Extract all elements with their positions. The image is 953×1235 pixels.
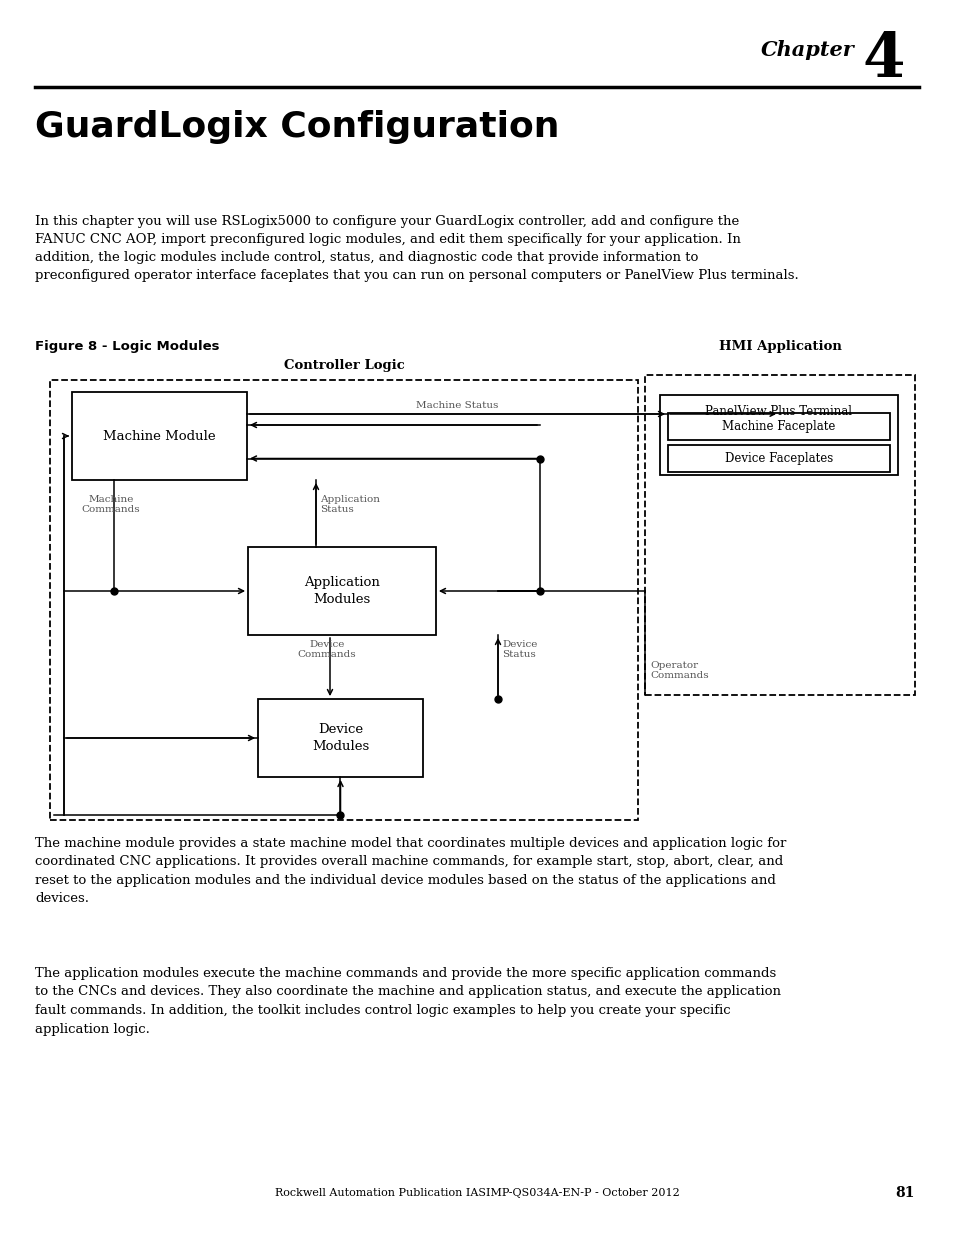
Text: Machine
Commands: Machine Commands	[82, 495, 140, 515]
Text: 81: 81	[895, 1186, 914, 1200]
Bar	[644, 375, 914, 695]
Text: Application
Status: Application Status	[319, 495, 379, 515]
Text: Rockwell Automation Publication IASIMP-QS034A-EN-P - October 2012: Rockwell Automation Publication IASIMP-Q…	[274, 1188, 679, 1198]
Bar	[50, 380, 638, 820]
Text: The application modules execute the machine commands and provide the more specif: The application modules execute the mach…	[35, 967, 781, 1035]
Text: Device
Modules: Device Modules	[312, 722, 369, 753]
Bar	[71, 391, 247, 480]
Bar	[257, 699, 422, 777]
Text: Machine Module: Machine Module	[103, 430, 215, 442]
Text: The machine module provides a state machine model that coordinates multiple devi: The machine module provides a state mach…	[35, 837, 785, 905]
Bar	[659, 395, 897, 475]
Text: Machine Status: Machine Status	[416, 401, 498, 410]
Text: 4: 4	[862, 30, 904, 90]
Text: Controller Logic: Controller Logic	[283, 359, 404, 372]
Text: Device
Commands: Device Commands	[297, 640, 355, 659]
Text: In this chapter you will use RSLogix5000 to configure your GuardLogix controller: In this chapter you will use RSLogix5000…	[35, 215, 798, 282]
Text: HMI Application: HMI Application	[718, 340, 841, 353]
Text: Device
Status: Device Status	[501, 640, 537, 659]
Bar	[667, 445, 889, 472]
Bar	[248, 547, 436, 635]
Text: Device Faceplates: Device Faceplates	[724, 452, 832, 466]
Text: PanelView Plus Terminal: PanelView Plus Terminal	[705, 405, 852, 417]
Text: Application
Modules: Application Modules	[304, 576, 379, 606]
Text: GuardLogix Configuration: GuardLogix Configuration	[35, 110, 558, 144]
Bar	[667, 412, 889, 440]
Text: Machine Faceplate: Machine Faceplate	[721, 420, 835, 433]
Text: Figure 8 - Logic Modules: Figure 8 - Logic Modules	[35, 340, 219, 353]
Text: Chapter: Chapter	[760, 40, 854, 61]
Text: Operator
Commands: Operator Commands	[649, 661, 708, 680]
